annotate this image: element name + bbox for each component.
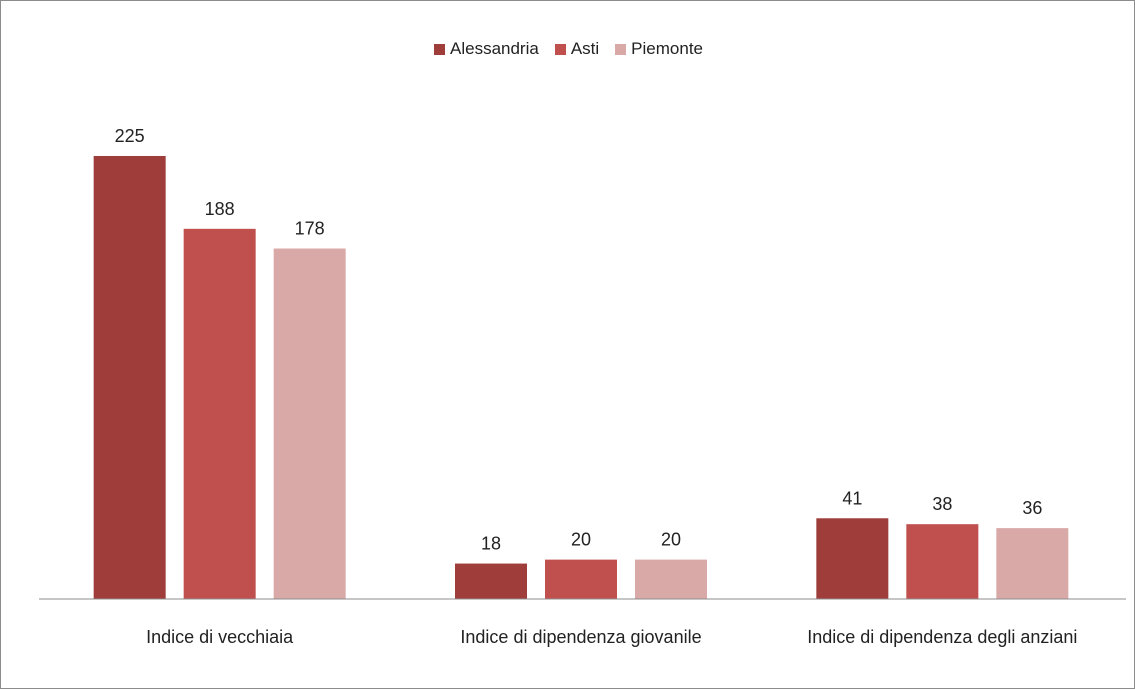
data-label: 225 bbox=[115, 126, 145, 146]
bar bbox=[183, 228, 256, 599]
bar bbox=[455, 563, 527, 599]
data-label: 20 bbox=[571, 530, 591, 550]
data-label: 36 bbox=[1022, 498, 1042, 518]
data-label: 38 bbox=[932, 494, 952, 514]
legend-label: Asti bbox=[570, 39, 600, 58]
legend-label: Alessandria bbox=[450, 39, 539, 58]
data-label: 188 bbox=[205, 199, 235, 219]
legend-item: Alessandria bbox=[434, 39, 539, 59]
data-label: 41 bbox=[842, 488, 862, 508]
bar bbox=[93, 155, 166, 599]
legend-label: Piemonte bbox=[631, 39, 703, 58]
data-label: 18 bbox=[481, 534, 501, 554]
bar bbox=[816, 518, 889, 599]
data-label: 178 bbox=[295, 219, 325, 239]
x-tick-label: Indice di dipendenza giovanile bbox=[460, 627, 702, 647]
x-tick-label: Indice di vecchiaia bbox=[146, 627, 294, 647]
bar bbox=[635, 559, 707, 599]
legend-item: Asti bbox=[554, 39, 600, 59]
legend: Alessandria Asti Piemonte bbox=[1, 39, 1135, 59]
data-label: 20 bbox=[661, 530, 681, 550]
legend-swatch bbox=[434, 43, 445, 55]
legend-swatch bbox=[615, 43, 627, 55]
bar bbox=[545, 559, 617, 599]
bar bbox=[906, 524, 979, 599]
bar bbox=[996, 528, 1069, 599]
legend-swatch bbox=[554, 43, 566, 55]
x-tick-label: Indice di dipendenza degli anziani bbox=[807, 627, 1078, 647]
legend-item: Piemonte bbox=[615, 39, 703, 59]
bar bbox=[273, 248, 346, 599]
